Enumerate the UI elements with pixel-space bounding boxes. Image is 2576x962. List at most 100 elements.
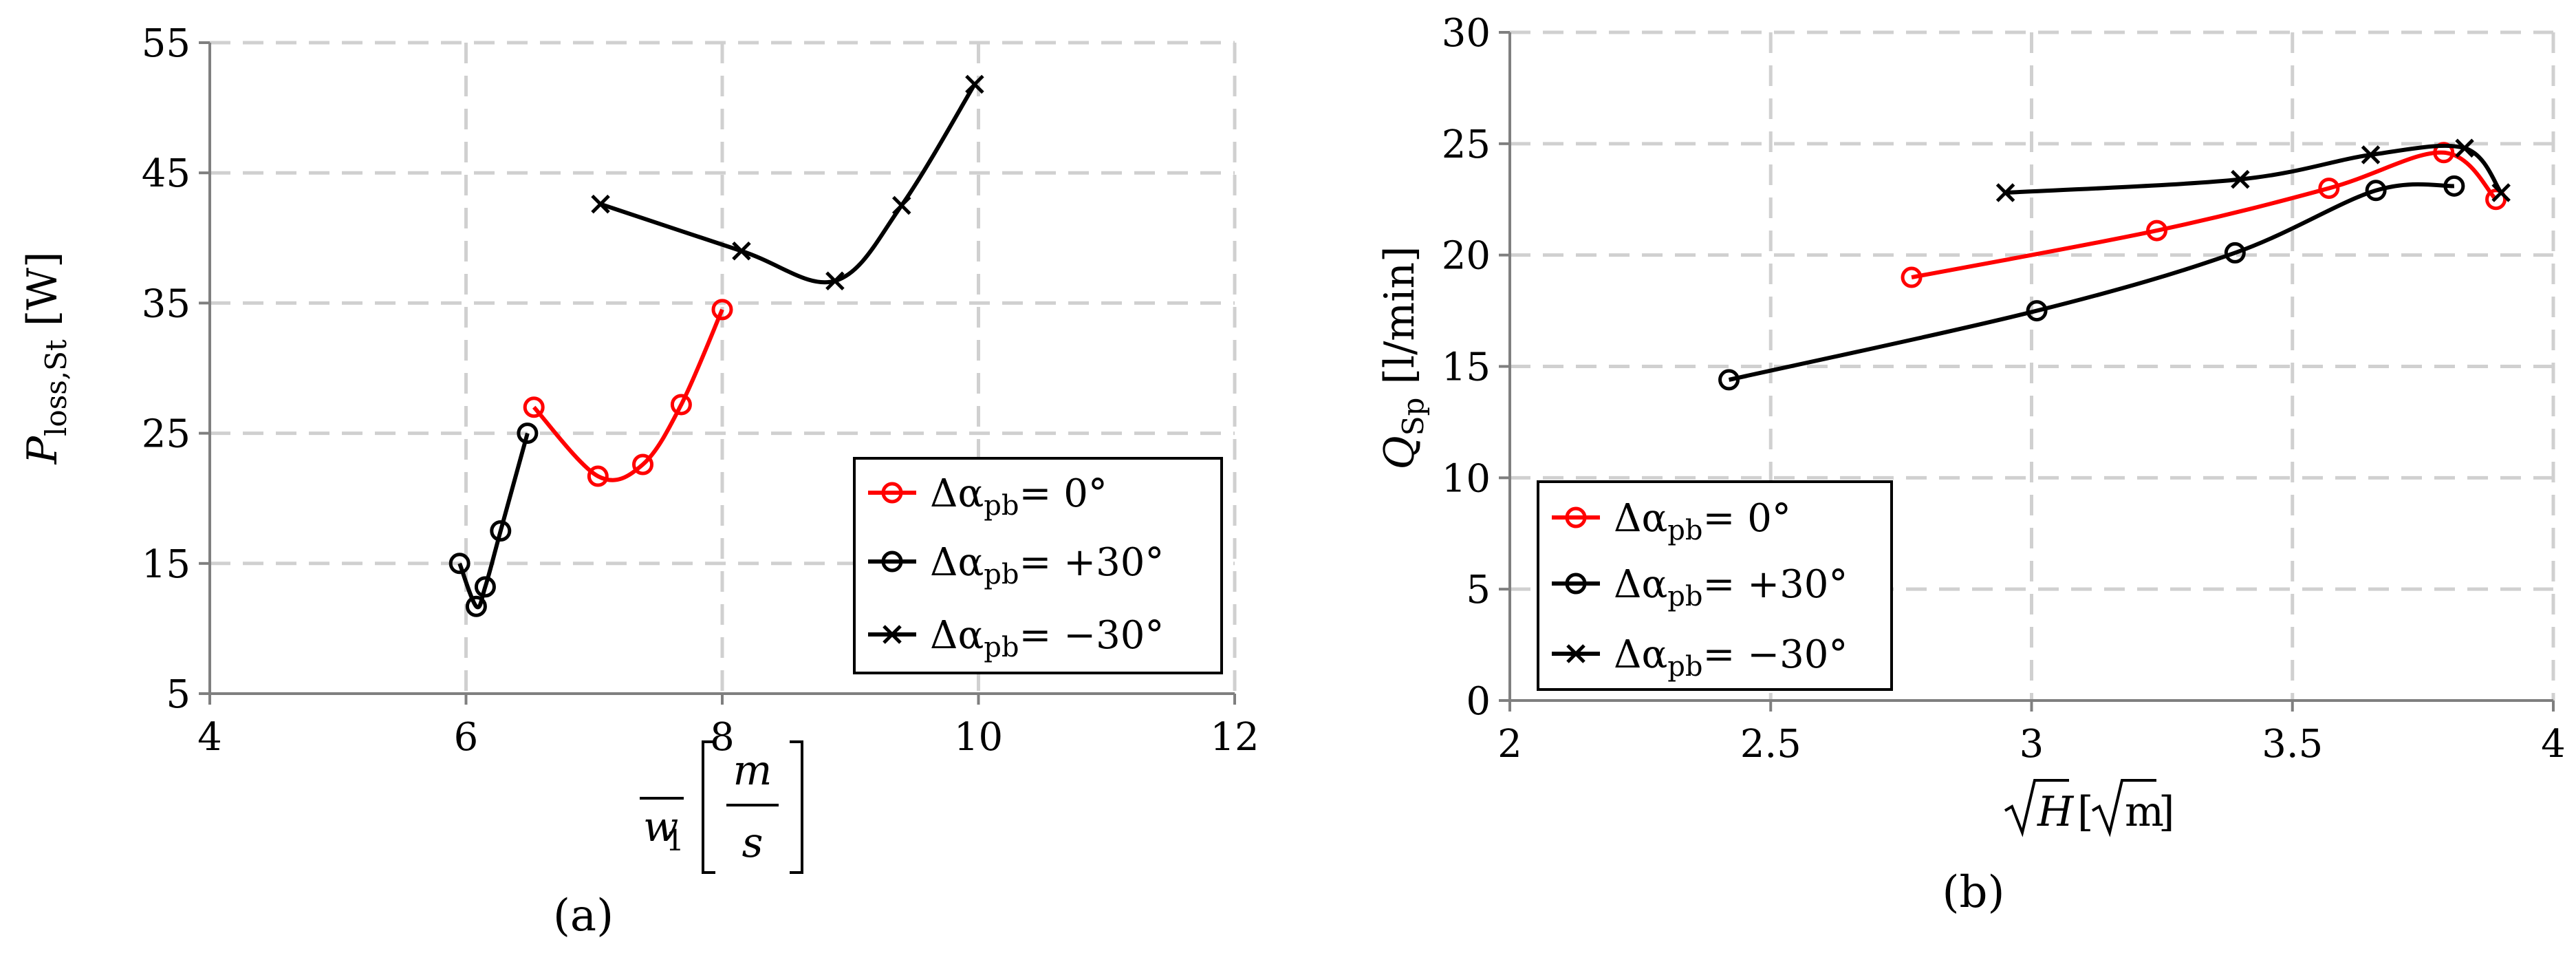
data-point-circle (2026, 300, 2048, 322)
chart-b-y-tick-labels: 0 5 10 15 20 25 30 (1442, 11, 1491, 724)
data-point-circle (517, 423, 539, 445)
legend-label: Δαpb= +30° (930, 540, 1164, 590)
chart-a-x-label-numerator: m (733, 747, 772, 795)
chart-b-axes (1499, 31, 2555, 712)
y-tick-label: 30 (1442, 11, 1491, 56)
chart-a-legend-item-0: Δαpb= 0° (868, 471, 1107, 522)
series-line (1911, 150, 2498, 279)
data-point-cross (1995, 183, 2015, 202)
chart-b: 2 2.5 3 3.5 4 0 5 10 15 20 25 30 QSp [l/min] H [ m… (1376, 11, 2566, 918)
data-point-circle (2485, 189, 2507, 211)
data-point-cross (591, 194, 610, 214)
legend-cross-marker (883, 625, 902, 644)
chart-b-x-label-unit-sqrt-sign (2091, 779, 2156, 837)
data-point-cross (891, 195, 911, 215)
y-tick-label: 20 (1442, 234, 1491, 279)
data-point-circle (1901, 266, 1923, 288)
series-line (532, 308, 724, 482)
y-tick-label: 25 (1442, 122, 1491, 167)
data-point-circle (670, 394, 692, 416)
legend-label: Δαpb= 0° (930, 471, 1107, 522)
chart-b-legend-item-0: Δαpb= 0° (1552, 496, 1791, 546)
chart-a-x-axis-label: w 1 m s (640, 740, 803, 874)
chart-a: 4 6 8 10 12 5 15 25 35 45 55 Ploss,St [W] w 1 m s… (19, 21, 1259, 941)
legend-circle-marker (1565, 506, 1587, 528)
chart-a-x-tick-labels: 4 6 8 10 12 (197, 715, 1259, 760)
legend-circle-marker (881, 482, 903, 504)
x-tick-label: 6 (454, 715, 479, 760)
data-point-cross (965, 74, 984, 94)
x-tick-label: 10 (954, 715, 1003, 760)
chart-b-y-axis-label: QSp [l/min] (1376, 246, 1430, 470)
data-point-circle (2318, 178, 2340, 200)
y-tick-label: 5 (1466, 568, 1491, 612)
data-point-cross (825, 271, 845, 291)
data-point-circle (2443, 175, 2465, 197)
series-0 (1901, 142, 2507, 288)
chart-a-y-tick-labels: 5 15 25 35 45 55 (142, 21, 191, 717)
y-tick-label: 10 (1442, 456, 1491, 501)
chart-a-x-label-subscript: 1 (666, 824, 684, 857)
data-point-circle (2365, 180, 2387, 202)
data-point-cross (2361, 145, 2381, 164)
series-1 (448, 423, 539, 617)
chart-a-legend-item-2: Δαpb= −30° (868, 613, 1164, 663)
y-tick-label: 35 (142, 281, 191, 326)
chart-b-legend: Δαpb= 0° Δαpb= +30° Δαpb= −30° (1537, 480, 1893, 691)
series-2 (591, 74, 984, 291)
legend-cross-marker (1566, 644, 1585, 663)
chart-a-y-axis-label: Ploss,St [W] (19, 252, 73, 465)
x-tick-label: 2.5 (1740, 722, 1801, 767)
data-point-circle (474, 576, 496, 598)
legend-circle-marker (881, 551, 903, 573)
chart-a-x-label-right-bracket (790, 740, 803, 874)
legend-label: Δαpb= −30° (930, 613, 1164, 663)
y-tick-label: 15 (142, 542, 191, 587)
data-point-cross (2231, 169, 2250, 189)
x-tick-label: 8 (710, 715, 735, 760)
data-point-circle (2146, 220, 2168, 242)
chart-a-gridlines (210, 41, 1237, 694)
y-tick-label: 45 (142, 151, 191, 196)
y-tick-label: 0 (1466, 679, 1491, 724)
series-2 (1995, 138, 2511, 202)
legend-label: Δαpb= +30° (1614, 562, 1848, 612)
x-tick-label: 3.5 (2262, 722, 2323, 767)
data-point-circle (490, 520, 512, 542)
chart-b-x-label-unit: m (2125, 788, 2164, 836)
series-0 (523, 299, 733, 487)
data-point-cross (732, 241, 751, 261)
chart-a-series (448, 74, 984, 617)
data-point-circle (1718, 369, 1740, 391)
x-tick-label: 12 (1210, 715, 1259, 760)
y-tick-label: 5 (166, 672, 191, 717)
data-point-circle (711, 299, 733, 321)
chart-b-x-label-open-bracket: [ (2077, 788, 2093, 836)
legend-circle-marker (1565, 573, 1587, 595)
data-point-circle (2433, 142, 2455, 164)
data-point-circle (523, 396, 545, 418)
legend-label: Δαpb= 0° (1614, 496, 1791, 546)
chart-b-x-label-sqrt-sign (2004, 779, 2069, 837)
chart-b-panel-label: (b) (1942, 867, 2005, 918)
chart-a-x-label-left-bracket (702, 740, 715, 874)
x-tick-label: 2 (1497, 722, 1522, 767)
series-line (1728, 182, 2455, 382)
series-1 (1718, 175, 2465, 391)
chart-a-legend: Δαpb= 0° Δαpb= +30° Δαpb= −30° (853, 457, 1223, 674)
data-point-circle (448, 553, 470, 575)
chart-a-x-label-denominator: s (742, 819, 764, 867)
chart-b-x-axis-label: H [ m ] (2004, 779, 2174, 837)
x-tick-label: 4 (2541, 722, 2566, 767)
y-tick-label: 15 (1442, 345, 1491, 390)
data-point-circle (587, 465, 609, 487)
x-tick-label: 3 (2020, 722, 2044, 767)
data-point-circle (465, 595, 487, 617)
data-point-cross (2455, 138, 2474, 158)
chart-b-series (1718, 138, 2511, 391)
chart-b-x-label-symbol: H (2037, 788, 2075, 836)
chart-a-panel-label: (a) (553, 890, 614, 941)
y-tick-label: 25 (142, 412, 191, 457)
